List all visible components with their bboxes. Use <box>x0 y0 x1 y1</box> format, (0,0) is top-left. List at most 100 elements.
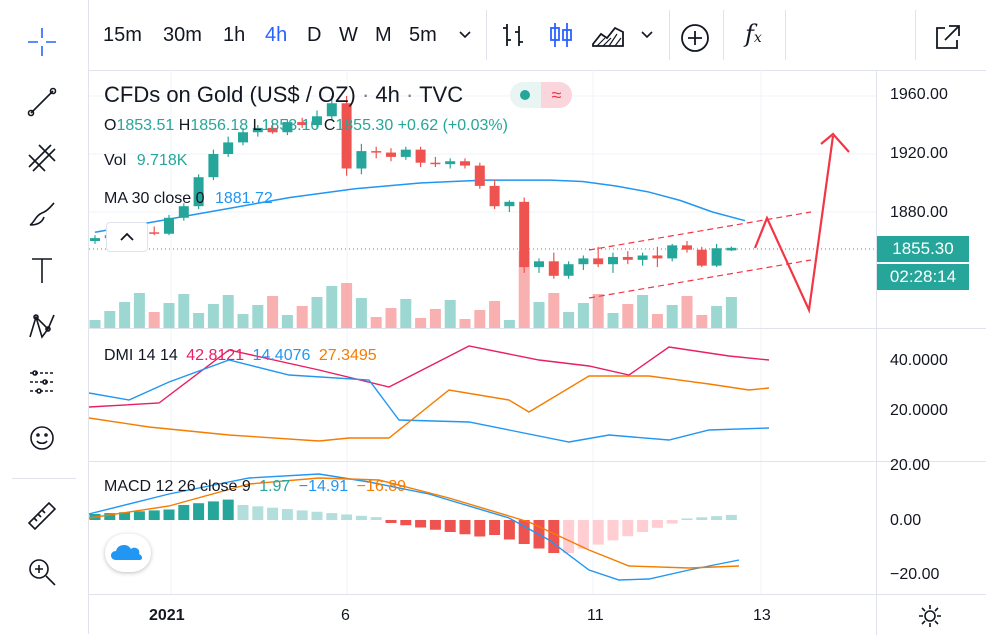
chart-type-dropdown-chevron-icon[interactable] <box>639 26 655 47</box>
channel-upper-line <box>588 211 812 251</box>
volume-bar <box>222 295 234 328</box>
ruler-icon[interactable] <box>20 496 64 536</box>
symbol-legend: CFDs on Gold (US$ / OZ) · 4h · TVC <box>104 82 463 108</box>
candle-body <box>356 151 367 169</box>
macd-histogram-bar <box>681 518 693 520</box>
timeframe-4h[interactable]: 4h <box>265 24 288 46</box>
dmi-adx-value: 27.3495 <box>318 347 377 364</box>
candle-body <box>711 248 722 266</box>
candle-body <box>504 201 515 207</box>
volume-bar <box>548 293 560 328</box>
volume-bar <box>207 304 219 328</box>
volume-bar <box>666 305 678 328</box>
timeframe-m[interactable]: M <box>375 24 392 46</box>
timeframe-dropdown-chevron-icon[interactable] <box>457 26 473 47</box>
candle-body <box>326 103 337 117</box>
bars-chart-type-icon[interactable] <box>499 20 527 55</box>
volume-bar <box>341 283 353 328</box>
market-open-dot-icon <box>520 90 530 100</box>
timeframe-30m[interactable]: 30m <box>163 24 202 46</box>
volume-bar <box>711 306 723 328</box>
volume-bar <box>681 296 693 328</box>
brush-icon[interactable] <box>20 194 64 234</box>
tradingview-logo-icon[interactable] <box>105 534 151 572</box>
forecast-arrowhead <box>820 132 850 153</box>
volume-bar <box>148 312 160 328</box>
macd-label: MACD 12 26 close 9 <box>104 478 251 495</box>
fullscreen-expand-icon[interactable] <box>931 22 963 59</box>
macd-histogram-bar <box>474 520 486 537</box>
macd-signal-line <box>88 477 740 569</box>
chart-area[interactable] <box>88 70 876 594</box>
candle-body <box>164 217 174 234</box>
macd-histogram-bar <box>518 520 530 544</box>
price-tick: 1920.00 <box>890 145 948 162</box>
low-label: L <box>252 117 262 134</box>
close-label: C <box>323 117 336 134</box>
volume-bar <box>622 304 634 328</box>
candle-body <box>445 161 456 165</box>
volume-bar <box>252 305 264 328</box>
emoji-icon[interactable] <box>20 418 64 458</box>
macd-histogram-bar <box>385 520 397 523</box>
indicators-fx-icon[interactable]: fx <box>745 20 762 48</box>
candle-body <box>341 103 352 169</box>
zoom-in-icon[interactable] <box>20 552 64 592</box>
market-status-badge[interactable]: ≈ <box>510 82 572 108</box>
fib-tool-icon[interactable] <box>20 138 64 178</box>
volume-legend: Vol 9.718K <box>104 152 187 170</box>
timeframe-1h[interactable]: 1h <box>223 24 246 46</box>
candle-body <box>474 165 485 186</box>
volume-bar <box>281 315 293 328</box>
macd-histogram-bar <box>193 503 205 520</box>
candle-body <box>90 238 100 241</box>
macd-histogram-bar <box>489 520 501 535</box>
candle-body <box>548 261 559 276</box>
legend-dot-separator: · <box>406 82 414 107</box>
timeframe-15m[interactable]: 15m <box>103 24 142 46</box>
timeframe-d[interactable]: D <box>307 24 322 46</box>
dmi-adx-line <box>88 375 770 442</box>
chart-canvas <box>88 70 876 594</box>
macd-legend: MACD 12 26 close 9 1.97 −14.91 −16.89 <box>104 478 406 496</box>
candle-body <box>238 132 248 143</box>
crosshair-icon[interactable] <box>20 22 64 62</box>
macd-histogram-bar <box>370 517 382 520</box>
volume-bar <box>474 310 486 328</box>
price-scale[interactable] <box>876 70 986 594</box>
settings-gear-icon[interactable] <box>917 603 943 629</box>
dmi-plus-line <box>88 345 770 408</box>
candle-body <box>608 256 618 265</box>
trend-line-icon[interactable] <box>20 82 64 122</box>
macd-tick: 0.00 <box>890 512 922 529</box>
macd-histogram-bar <box>296 510 308 520</box>
macd-histogram-bar <box>622 520 634 537</box>
ma-value: 1881.72 <box>214 190 273 207</box>
text-tool-icon[interactable] <box>20 250 64 290</box>
collapse-legend-button[interactable] <box>106 222 148 252</box>
timeframe-w[interactable]: W <box>339 24 358 46</box>
macd-histogram-bar <box>237 505 249 520</box>
candle-body <box>400 149 411 157</box>
add-indicator-plus-icon[interactable] <box>679 22 711 59</box>
dmi-label: DMI 14 14 <box>104 347 178 364</box>
high-value: 1856.18 <box>190 117 249 134</box>
pattern-tool-icon[interactable] <box>20 306 64 346</box>
dmi-legend: DMI 14 14 42.8121 14.4076 27.3495 <box>104 347 377 365</box>
pane-separator-macd <box>89 461 986 462</box>
low-value: 1853.10 <box>261 117 320 134</box>
toolbar-separator <box>669 10 670 60</box>
volume-bar <box>533 302 545 328</box>
high-label: H <box>178 117 191 134</box>
timeframe-5m[interactable]: 5m <box>409 24 437 46</box>
area-chart-type-icon[interactable] <box>591 22 625 53</box>
candle-body <box>563 264 574 276</box>
time-axis[interactable]: 2021 6 11 13 <box>89 594 876 635</box>
legend-dot-separator: · <box>361 82 370 107</box>
macd-line-value: −14.91 <box>298 478 349 495</box>
candle-body <box>460 161 470 166</box>
macd-signal-value: −16.89 <box>356 478 407 495</box>
prediction-tool-icon[interactable] <box>20 362 64 402</box>
candles-chart-type-icon[interactable] <box>547 20 575 55</box>
volume-bar <box>133 293 145 328</box>
